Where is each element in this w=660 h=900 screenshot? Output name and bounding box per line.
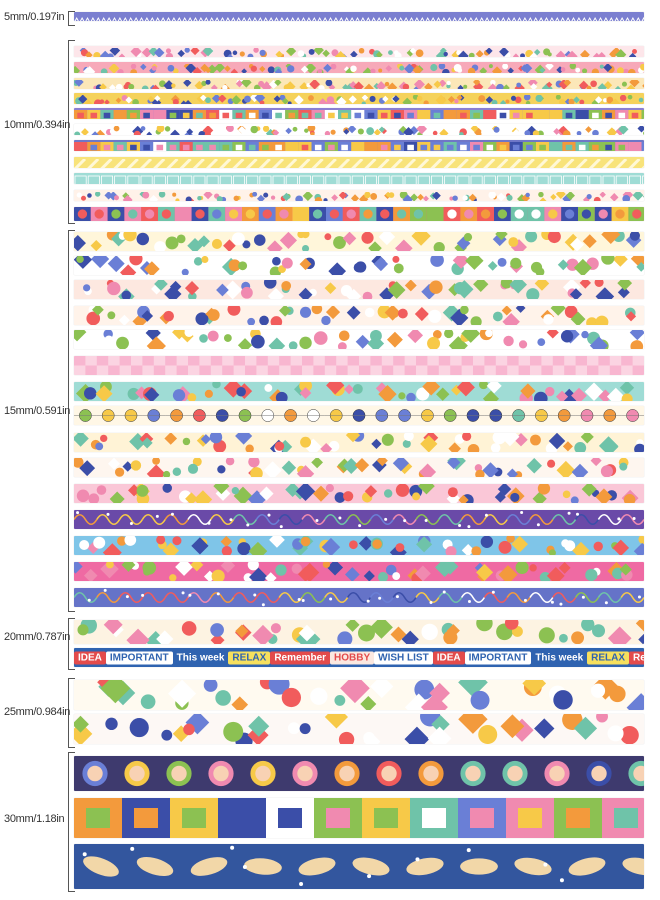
washi-tape-strip bbox=[74, 78, 644, 89]
tape-pattern bbox=[74, 142, 644, 151]
washi-tape-strip bbox=[74, 108, 644, 119]
tape-pattern bbox=[74, 433, 644, 452]
washi-tape-strip bbox=[74, 844, 644, 889]
size-bracket bbox=[68, 678, 75, 748]
washi-tape-strip bbox=[74, 356, 644, 375]
tape-word: HOBBY bbox=[330, 651, 375, 664]
washi-tape-strip bbox=[74, 232, 644, 251]
tape-pattern bbox=[76, 190, 644, 201]
washi-tape-strip bbox=[74, 406, 644, 425]
washi-tape-strip: IDEA IMPORTANT This week RELAX Remember HOBBY… bbox=[74, 648, 644, 667]
tape-pattern bbox=[74, 207, 644, 221]
tape-pattern bbox=[97, 680, 644, 710]
washi-tape-strip bbox=[74, 306, 644, 325]
washi-tape-strip bbox=[74, 173, 644, 184]
washi-tape-strip bbox=[74, 620, 644, 644]
tape-pattern bbox=[86, 306, 637, 325]
tape-pattern bbox=[74, 124, 644, 135]
size-bracket bbox=[68, 752, 75, 892]
tape-pattern bbox=[74, 16, 644, 21]
tape-pattern bbox=[74, 798, 644, 838]
size-label: 5mm/0.197in bbox=[4, 11, 65, 23]
washi-tape-strip bbox=[74, 382, 644, 401]
size-bracket bbox=[68, 11, 75, 26]
size-label: 30mm/1.18in bbox=[4, 813, 65, 825]
tape-pattern bbox=[77, 620, 644, 644]
washi-tape-strip bbox=[74, 207, 644, 221]
tape-word: IDEA bbox=[74, 651, 106, 664]
tape-word: IMPORTANT bbox=[464, 651, 532, 664]
tape-pattern bbox=[74, 458, 629, 477]
washi-tape-strip bbox=[74, 124, 644, 135]
tape-pattern bbox=[74, 110, 644, 119]
tape-pattern bbox=[76, 484, 639, 503]
washi-tape-strip bbox=[74, 62, 644, 73]
tape-pattern bbox=[74, 356, 644, 375]
tape-pattern bbox=[79, 46, 644, 57]
tape-word: WISH LIST bbox=[374, 651, 433, 664]
size-bracket bbox=[68, 230, 75, 612]
tape-word: This week bbox=[176, 652, 225, 663]
tape-pattern bbox=[74, 256, 644, 275]
tape-pattern bbox=[74, 78, 644, 89]
tape-pattern bbox=[74, 409, 644, 422]
tape-pattern bbox=[74, 562, 633, 581]
washi-tape-strip bbox=[74, 46, 644, 57]
washi-tape-strip bbox=[74, 256, 644, 275]
tape-word-band: IDEA IMPORTANT This week RELAX Remember HOBBY… bbox=[74, 651, 644, 664]
washi-tape-strip bbox=[74, 484, 644, 503]
tape-pattern bbox=[79, 536, 644, 555]
size-label: 25mm/0.984in bbox=[4, 706, 71, 718]
tape-pattern bbox=[75, 382, 635, 401]
washi-tape-strip bbox=[74, 93, 644, 104]
tape-pattern bbox=[74, 175, 644, 184]
tape-word: This week bbox=[535, 652, 584, 663]
tape-word: Remember bbox=[270, 651, 331, 664]
washi-tape-strip bbox=[74, 680, 644, 710]
tape-word: Remember bbox=[629, 651, 644, 664]
tape-pattern bbox=[74, 62, 644, 73]
washi-tape-strip bbox=[74, 12, 644, 21]
tape-pattern bbox=[82, 845, 644, 887]
tape-word: IDEA bbox=[432, 651, 465, 664]
washi-tape-strip bbox=[74, 190, 644, 201]
washi-tape-strip bbox=[74, 798, 644, 838]
washi-tape-strip bbox=[74, 714, 644, 744]
washi-tape-strip bbox=[74, 536, 644, 555]
tape-pattern bbox=[74, 588, 644, 607]
tape-pattern bbox=[74, 510, 644, 529]
washi-tape-strip bbox=[74, 588, 644, 607]
size-label: 20mm/0.787in bbox=[4, 631, 71, 643]
tape-pattern bbox=[74, 157, 644, 168]
tape-pattern bbox=[83, 280, 633, 299]
washi-tape-strip bbox=[74, 756, 644, 791]
washi-tape-strip bbox=[74, 433, 644, 452]
washi-tape-strip bbox=[74, 562, 644, 581]
tape-pattern bbox=[74, 714, 639, 744]
size-bracket bbox=[68, 618, 75, 670]
size-label: 10mm/0.394in bbox=[4, 119, 71, 131]
washi-tape-strip bbox=[74, 458, 644, 477]
size-label: 15mm/0.591in bbox=[4, 405, 71, 417]
tape-word: RELAX bbox=[587, 651, 630, 664]
size-bracket bbox=[68, 40, 75, 224]
tape-pattern bbox=[82, 760, 644, 787]
tape-pattern bbox=[74, 330, 644, 349]
tape-pattern bbox=[74, 232, 642, 251]
tape-word: IMPORTANT bbox=[105, 651, 173, 664]
tape-word: RELAX bbox=[228, 651, 271, 664]
washi-tape-strip bbox=[74, 157, 644, 168]
washi-tape-strip bbox=[74, 280, 644, 299]
washi-tape-strip bbox=[74, 140, 644, 151]
washi-tape-strip bbox=[74, 330, 644, 349]
washi-tape-strip bbox=[74, 510, 644, 529]
tape-pattern bbox=[75, 93, 644, 104]
